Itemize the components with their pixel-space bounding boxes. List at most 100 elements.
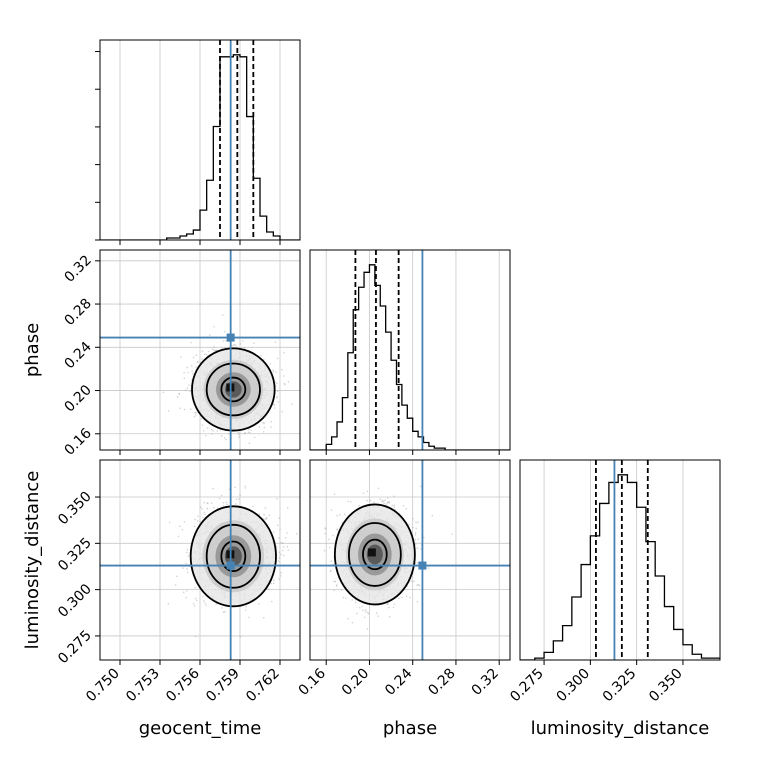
xtick-label-geocent_time: 0.762 [243, 666, 283, 706]
density-peak [367, 548, 376, 557]
sample-point [186, 548, 189, 551]
sample-point [330, 569, 332, 572]
sample-point [262, 421, 264, 424]
sample-point [196, 520, 199, 522]
sample-point [273, 407, 276, 409]
sample-point [274, 341, 277, 343]
histogram-luminosity_distance [520, 474, 720, 660]
xlabel-luminosity-distance: luminosity_distance [531, 718, 710, 739]
sample-point [176, 575, 178, 578]
sample-point [268, 514, 271, 517]
contour-level-1 [220, 376, 247, 403]
sample-point [343, 513, 346, 516]
sample-point [377, 615, 380, 617]
sample-point [238, 433, 240, 436]
sample-point [201, 358, 203, 360]
sample-point [354, 601, 357, 604]
sample-point [167, 410, 170, 412]
sample-point [207, 502, 209, 505]
ytick-label-phase: 0.16 [61, 425, 94, 458]
ytick-label-luminosity_distance: 0.325 [55, 535, 95, 575]
sample-point [223, 437, 226, 439]
sample-point [373, 501, 375, 504]
xtick-label-luminosity_distance: 0.350 [646, 666, 686, 706]
sample-point [186, 568, 189, 570]
sample-point [207, 350, 210, 353]
sample-point [221, 314, 224, 316]
sample-point [386, 497, 389, 499]
sample-point [167, 602, 170, 605]
sample-point [176, 395, 179, 398]
sample-point [379, 498, 382, 500]
sample-point [193, 525, 196, 528]
contour-level-3 [333, 503, 416, 606]
sample-point [281, 368, 283, 371]
ytick-label-phase: 0.28 [61, 296, 94, 329]
sample-point [416, 547, 419, 549]
sample-point [339, 513, 341, 516]
sample-point [278, 517, 281, 519]
sample-point [393, 603, 396, 606]
sample-point [193, 415, 196, 418]
sample-point [273, 579, 275, 582]
sample-point [264, 518, 267, 521]
sample-point [212, 487, 214, 490]
sample-point [356, 612, 358, 615]
sample-point [222, 505, 225, 507]
sample-point [323, 549, 326, 552]
sample-point [344, 597, 347, 600]
sample-point [324, 532, 327, 535]
sample-point [192, 356, 195, 359]
sample-point [238, 498, 240, 500]
sample-point [253, 436, 256, 439]
sample-point [278, 551, 281, 553]
sample-point [366, 628, 369, 630]
xtick-label-phase: 0.32 [469, 666, 502, 699]
sample-point [367, 612, 370, 615]
sample-point [168, 521, 171, 524]
sample-point [214, 349, 217, 352]
sample-point [192, 373, 194, 375]
sample-point [283, 382, 286, 385]
sample-point [258, 426, 261, 428]
sample-point [277, 401, 279, 403]
contour-level-2 [348, 522, 402, 587]
sample-point [260, 354, 262, 357]
sample-point [252, 505, 254, 508]
sample-point [414, 534, 417, 536]
sample-point [417, 562, 419, 564]
sample-point [204, 513, 206, 516]
ytick-label-phase: 0.32 [61, 252, 94, 285]
sample-point [285, 537, 287, 539]
sample-point [248, 616, 250, 619]
sample-point [393, 504, 396, 507]
sample-point [328, 546, 331, 549]
sample-point [418, 584, 421, 587]
sample-point [282, 542, 284, 544]
xtick-label-luminosity_distance: 0.275 [507, 666, 547, 706]
sample-point [388, 606, 390, 609]
sample-point [358, 504, 361, 507]
sample-point [215, 603, 217, 605]
sample-point [192, 603, 195, 605]
sample-point [197, 361, 199, 363]
sample-point [364, 610, 367, 613]
sample-point [324, 527, 327, 529]
sample-point [184, 389, 187, 392]
sample-point [276, 397, 278, 399]
sample-point [239, 494, 241, 497]
sample-point [384, 499, 386, 501]
sample-point [203, 600, 205, 602]
sample-point [270, 426, 272, 428]
sample-point [377, 487, 380, 490]
sample-point [224, 610, 226, 613]
ytick-label-luminosity_distance: 0.275 [55, 627, 95, 667]
sample-point [273, 404, 276, 406]
sample-point [174, 584, 177, 586]
sample-point [186, 551, 188, 554]
sample-point [183, 521, 186, 523]
sample-point [210, 502, 213, 504]
sample-point [194, 518, 196, 521]
sample-point [186, 387, 189, 389]
sample-point [405, 507, 408, 510]
